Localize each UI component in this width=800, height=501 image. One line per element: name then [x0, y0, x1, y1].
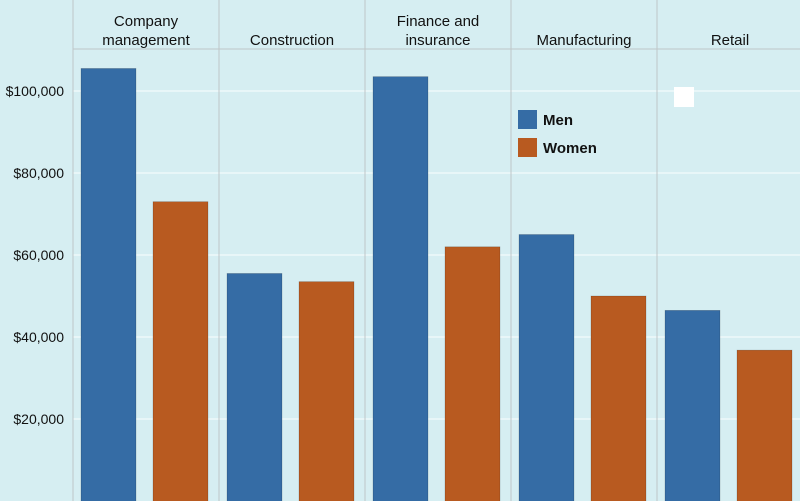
bar-women-construction	[298, 281, 355, 501]
category-header-labels: Company management Construction Finance and…	[102, 13, 749, 49]
bar-men-construction	[226, 273, 283, 501]
category-label: Manufacturing	[536, 32, 631, 49]
legend-label-men: Men	[543, 112, 573, 129]
category-label: management	[102, 32, 190, 49]
bar-women-manufacturing	[590, 295, 647, 501]
legend: Men Women	[518, 110, 597, 157]
bar-women-company-management	[152, 201, 209, 501]
category-label: Construction	[250, 32, 334, 49]
legend-label-women: Women	[543, 140, 597, 157]
legend-swatch-men	[518, 110, 537, 129]
category-label: Finance and	[397, 13, 480, 30]
legend-swatch-women	[518, 138, 537, 157]
bar-men-company-management	[80, 68, 137, 501]
y-tick-label: $100,000	[6, 83, 65, 99]
y-tick-label: $80,000	[13, 165, 64, 181]
y-tick-label: $20,000	[13, 411, 64, 427]
bar-men-finance-and-insurance	[372, 76, 429, 501]
category-label: insurance	[405, 32, 470, 49]
y-tick-label: $40,000	[13, 329, 64, 345]
bar-women-retail	[736, 349, 793, 501]
bars	[80, 68, 793, 501]
category-label: Company	[114, 13, 179, 30]
blank-legend-swatch	[674, 87, 694, 107]
category-label: Retail	[711, 32, 749, 49]
bar-men-manufacturing	[518, 234, 575, 501]
y-tick-label: $60,000	[13, 247, 64, 263]
bar-men-retail	[664, 310, 721, 501]
y-axis-tick-labels: $20,000 $40,000 $60,000 $80,000 $100,000	[6, 83, 65, 427]
panel-dividers	[72, 0, 800, 501]
bar-women-finance-and-insurance	[444, 246, 501, 501]
